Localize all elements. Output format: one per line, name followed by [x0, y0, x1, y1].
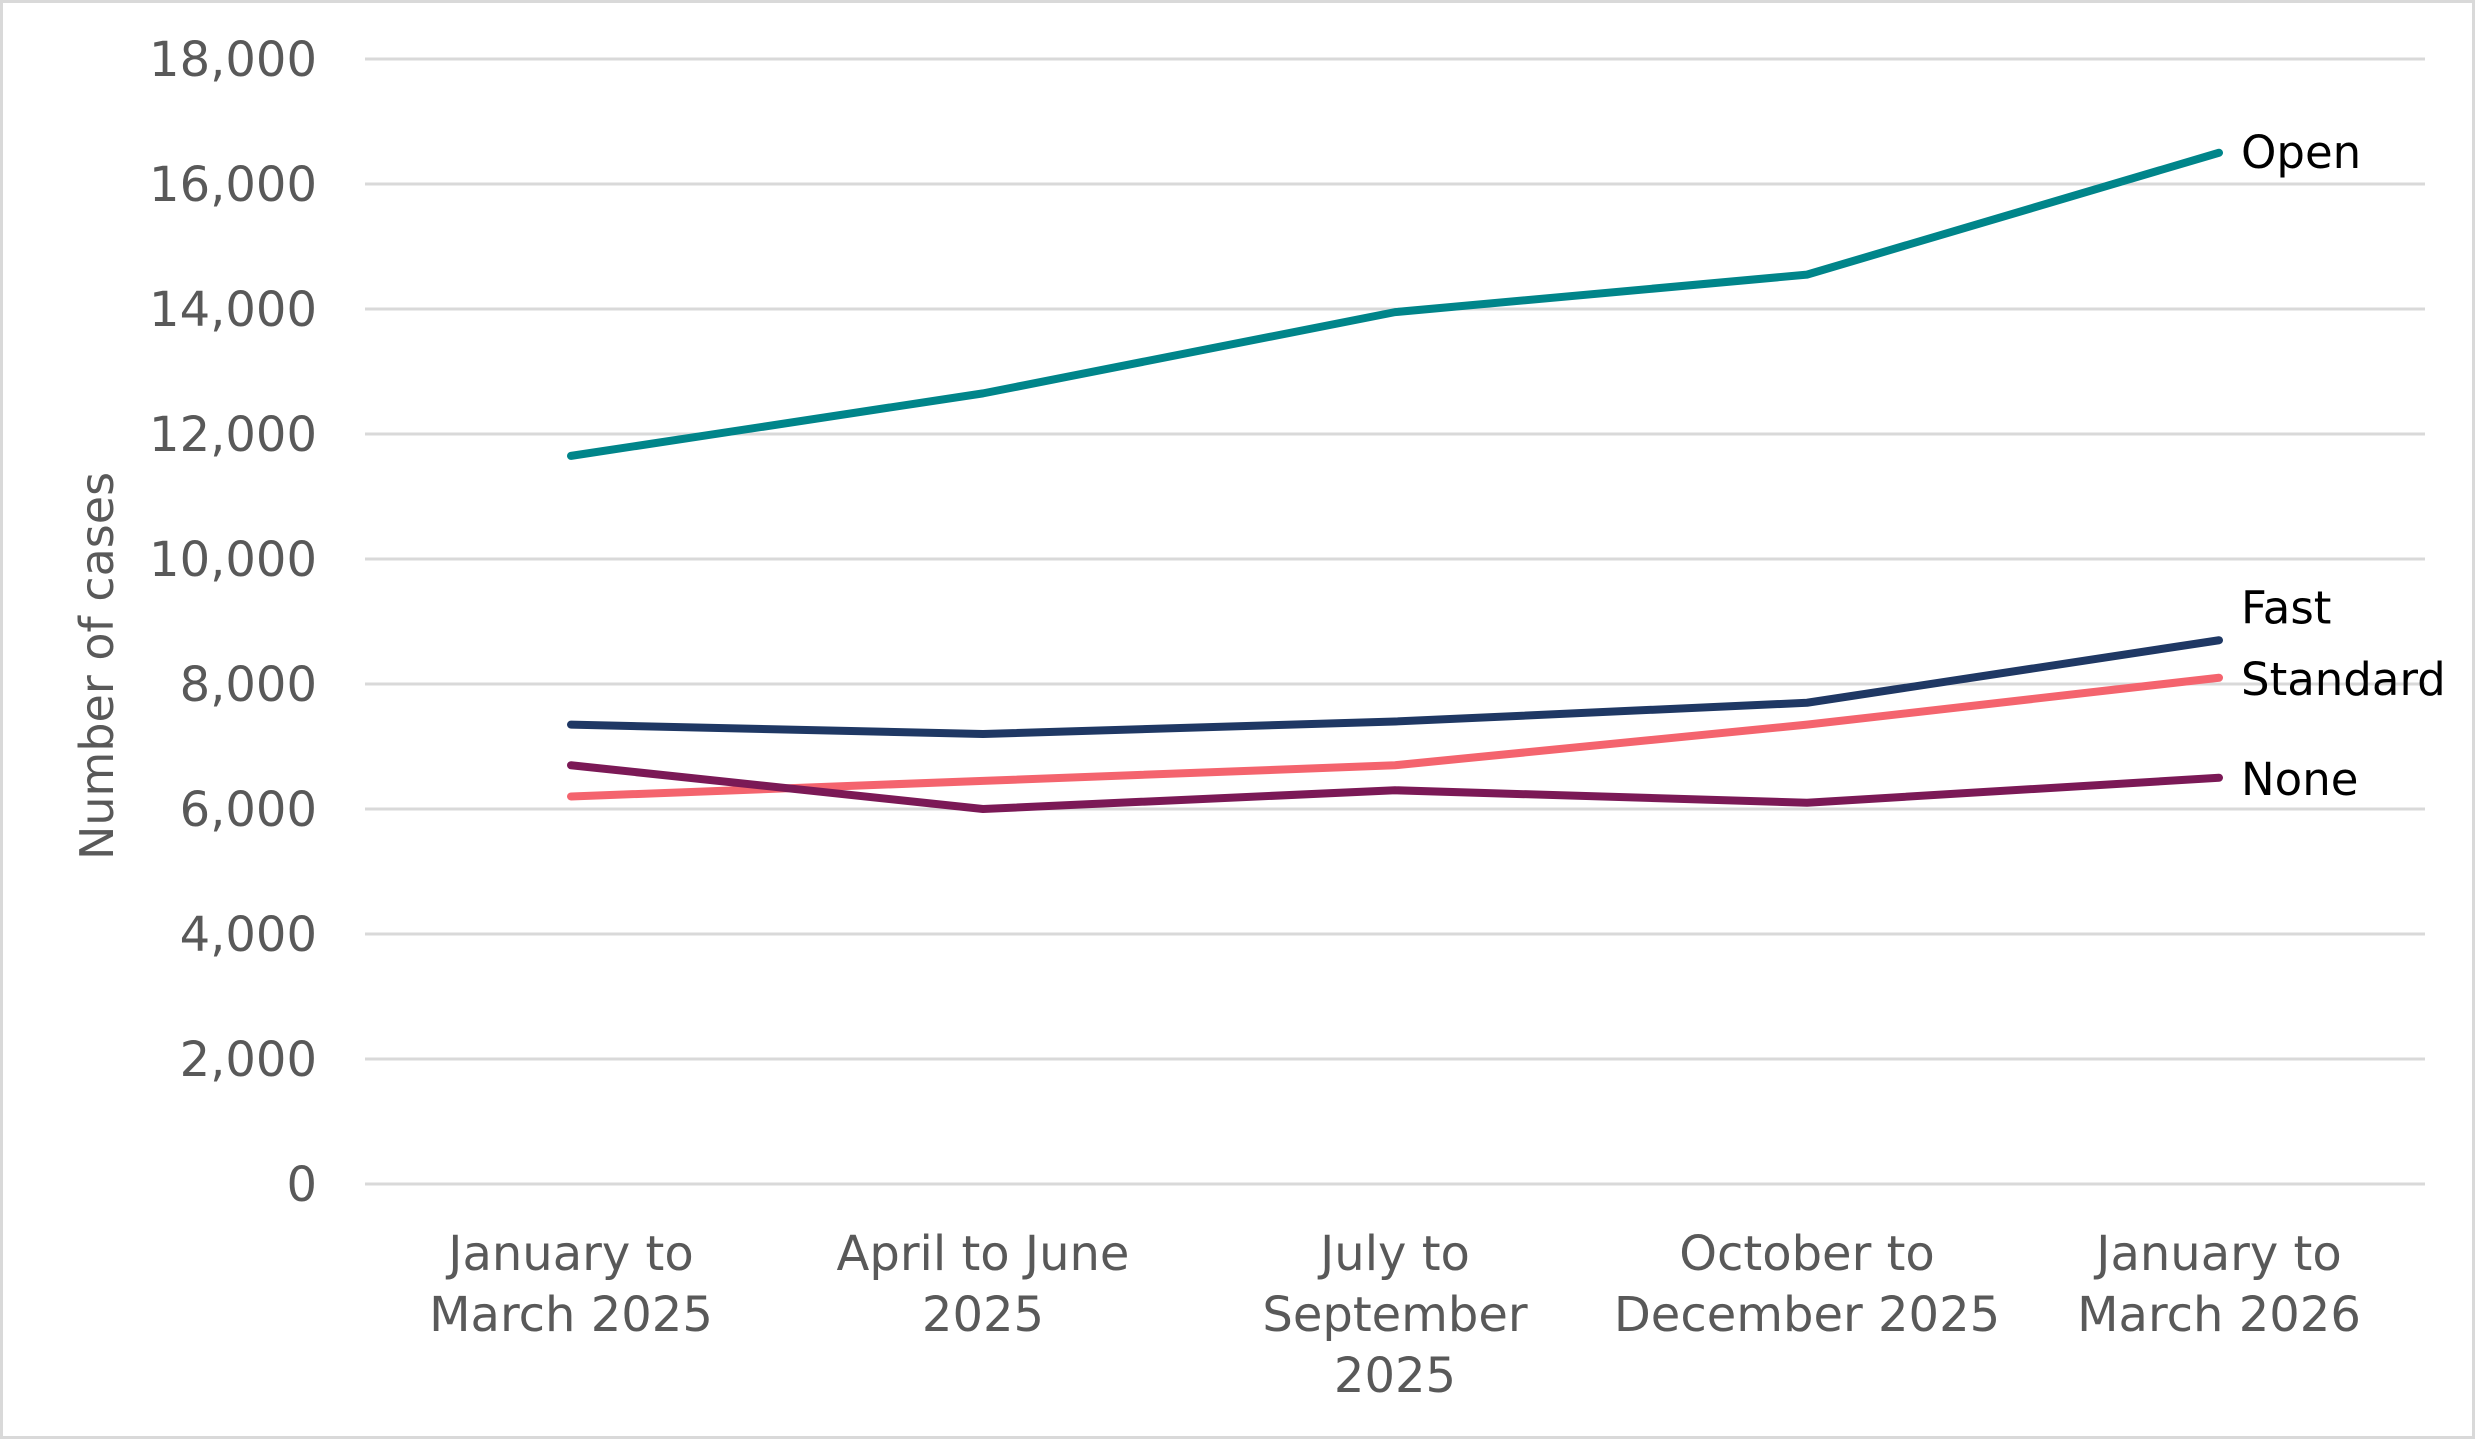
- y-axis-ticks: 0 2,000 4,000 6,000 8,000 10,000 12,000 14,000 1…: [149, 32, 317, 1213]
- x-tick-label: July to September 2025: [1262, 1226, 1528, 1404]
- series-line-none: [567, 761, 2223, 813]
- series-label-none: None: [2241, 753, 2358, 806]
- x-axis-ticks: January to March 2025 April to June 2025 Jul…: [429, 1226, 2361, 1404]
- y-tick-label: 8,000: [180, 657, 317, 713]
- line-chart: 0 2,000 4,000 6,000 8,000 10,000 12,000 14,000 1…: [70, 32, 2446, 1404]
- y-tick-label: 0: [286, 1157, 317, 1213]
- y-tick-label: 4,000: [180, 907, 317, 963]
- series-line-fast: [567, 636, 2223, 738]
- y-tick-label: 6,000: [180, 782, 317, 838]
- y-tick-label: 14,000: [149, 282, 317, 338]
- x-tick-label: January to March 2025: [429, 1226, 713, 1343]
- y-tick-label: 16,000: [149, 157, 317, 213]
- x-tick-label: April to June 2025: [837, 1226, 1130, 1343]
- series-label-fast: Fast: [2241, 581, 2331, 634]
- y-tick-label: 10,000: [149, 532, 317, 588]
- y-tick-label: 18,000: [149, 32, 317, 88]
- y-axis-title: Number of cases: [70, 472, 124, 860]
- series-line-standard: [567, 673, 2223, 801]
- series-labels: Open Fast Standard None: [2241, 126, 2446, 806]
- series-lines: [567, 148, 2223, 813]
- x-tick-label: October to December 2025: [1614, 1226, 2000, 1343]
- series-line-open: [567, 148, 2223, 460]
- series-label-open: Open: [2241, 126, 2361, 179]
- x-tick-label: January to March 2026: [2077, 1226, 2361, 1343]
- y-tick-label: 12,000: [149, 407, 317, 463]
- y-tick-label: 2,000: [180, 1032, 317, 1088]
- gridlines: [365, 57, 2425, 1186]
- series-label-standard: Standard: [2241, 653, 2446, 706]
